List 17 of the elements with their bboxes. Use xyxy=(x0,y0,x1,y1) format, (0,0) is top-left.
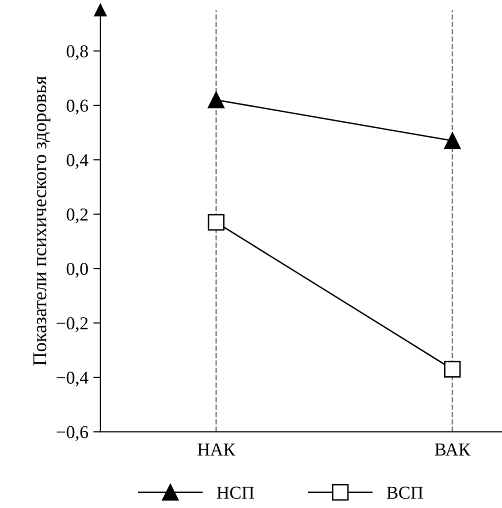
y-tick-label: 0,0 xyxy=(66,262,88,278)
y-tick-label: 0,2 xyxy=(66,208,88,224)
point xyxy=(444,360,461,378)
y-tick-label: −0,2 xyxy=(56,317,88,332)
x-tick-label: ВАК xyxy=(434,444,470,456)
legend-label: ВСП xyxy=(386,486,423,499)
x-tick-label: НАК xyxy=(198,444,236,456)
y-tick-label: −0,4 xyxy=(56,372,88,386)
point xyxy=(444,132,461,150)
point xyxy=(208,214,224,231)
y-tick-label: −0,6 xyxy=(56,426,88,441)
y-tick-label: 0,6 xyxy=(66,100,88,114)
legend-label: НСП xyxy=(216,486,254,499)
y-tick-label: 0,8 xyxy=(66,45,88,60)
y-axis-title: Показатели психического здоровья xyxy=(33,76,50,366)
y-tick-label: 0,4 xyxy=(66,154,88,169)
point xyxy=(208,92,224,108)
